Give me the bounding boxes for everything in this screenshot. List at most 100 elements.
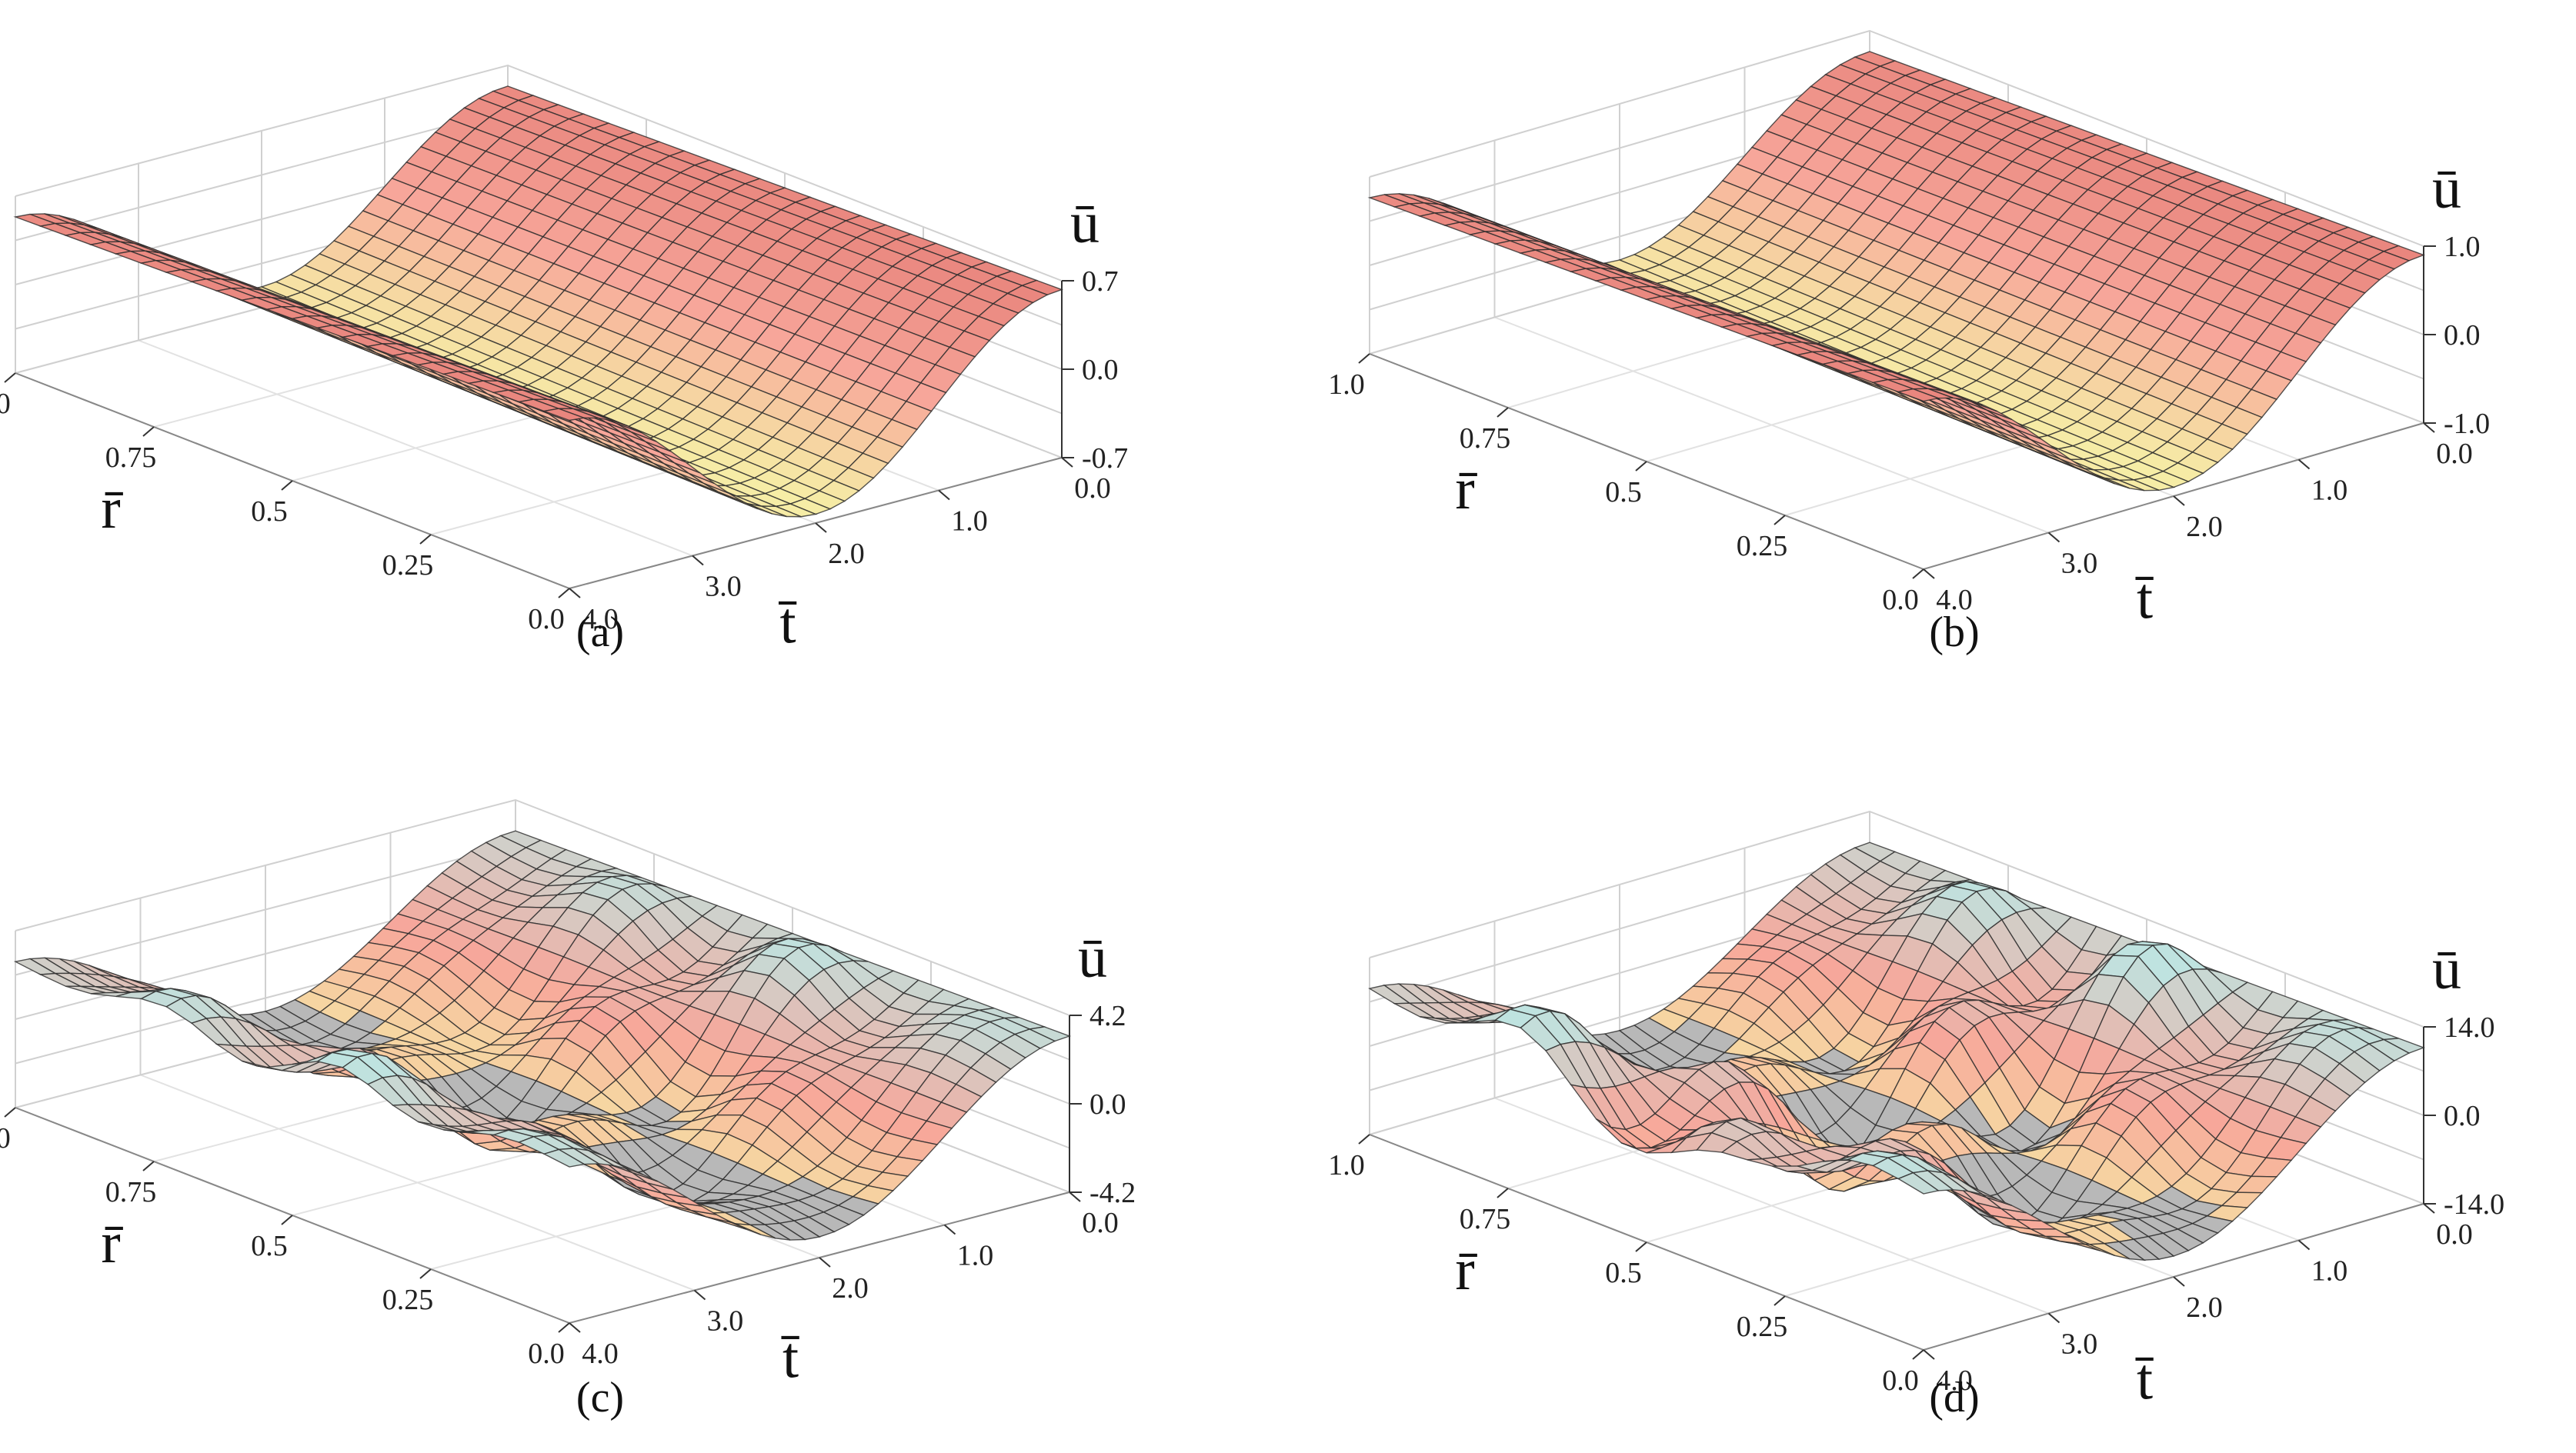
z-tick-label: 0.0 <box>2444 1100 2481 1132</box>
t-axis-label: t̄ <box>779 592 797 656</box>
r-tick-label: 0.25 <box>1737 1311 1788 1343</box>
t-tick-label: 0.0 <box>1082 1207 1119 1239</box>
t-tick-label: 0.0 <box>2436 438 2473 470</box>
panel-b: 1.00.750.50.250.00.01.02.03.04.01.00.0-1… <box>1328 29 2490 656</box>
panel-c: 1.00.750.50.250.00.01.02.03.04.04.20.0-4… <box>0 798 1136 1421</box>
z-tick-label: 0.0 <box>2444 319 2481 352</box>
t-tick-mark <box>819 1257 831 1268</box>
r-tick-label: 0.75 <box>105 442 157 474</box>
t-tick-label: 4.0 <box>1936 1365 1973 1397</box>
z-axis-label: ū <box>1070 191 1099 255</box>
surface-mesh <box>1367 51 2425 492</box>
r-tick-mark <box>1497 407 1509 418</box>
panel-caption: (d) <box>1929 1374 1979 1421</box>
z-tick-label: -4.2 <box>1089 1177 1136 1209</box>
t-tick-mark <box>692 555 704 566</box>
z-tick-label: 4.2 <box>1089 1000 1126 1032</box>
t-axis-label: t̄ <box>2135 567 2154 632</box>
t-tick-mark <box>815 522 827 533</box>
r-tick-mark <box>142 426 155 437</box>
t-tick-label: 2.0 <box>828 538 865 570</box>
r-tick-mark <box>281 1215 293 1225</box>
t-tick-label: 3.0 <box>2061 1328 2098 1361</box>
r-tick-mark <box>1635 461 1647 472</box>
t-tick-mark <box>693 1289 706 1301</box>
t-axis-label: t̄ <box>781 1326 799 1391</box>
r-tick-mark <box>142 1161 155 1171</box>
r-tick-label: 0.5 <box>1605 1257 1642 1289</box>
t-tick-label: 1.0 <box>951 505 988 538</box>
t-tick-label: 4.0 <box>1936 584 1973 616</box>
r-tick-label: 1.0 <box>1328 1149 1365 1181</box>
t-tick-label: 2.0 <box>2186 511 2223 543</box>
r-tick-label: 0.5 <box>251 495 288 528</box>
r-tick-mark <box>1774 515 1786 525</box>
z-tick-label: 14.0 <box>2444 1011 2495 1044</box>
surface-mesh <box>13 85 1064 518</box>
z-tick-label: -0.7 <box>1082 442 1128 475</box>
t-tick-mark <box>1061 457 1073 468</box>
r-tick-label: 0.0 <box>1882 1365 1919 1397</box>
r-tick-mark <box>1358 353 1370 364</box>
r-tick-label: 0.5 <box>1605 476 1642 508</box>
z-tick-label: -1.0 <box>2444 408 2490 440</box>
t-tick-label: 4.0 <box>582 1338 619 1370</box>
t-tick-label: 3.0 <box>707 1305 744 1338</box>
t-tick-label: 2.0 <box>2186 1291 2223 1324</box>
r-tick-label: 0.75 <box>105 1176 157 1208</box>
t-tick-label: 3.0 <box>2061 548 2098 580</box>
r-tick-label: 0.75 <box>1460 1203 1511 1235</box>
z-axis-label: ū <box>2432 156 2461 221</box>
t-axis-label: t̄ <box>2135 1348 2154 1412</box>
r-tick-mark <box>4 372 16 383</box>
z-tick-label: 0.0 <box>1082 354 1119 386</box>
r-tick-label: 0.25 <box>382 1284 434 1316</box>
r-tick-mark <box>419 534 432 545</box>
t-tick-mark <box>569 1322 581 1333</box>
r-tick-mark <box>1497 1188 1509 1198</box>
panel-caption: (a) <box>576 608 624 656</box>
r-tick-mark <box>1774 1295 1786 1306</box>
r-tick-label: 0.5 <box>251 1230 288 1262</box>
t-tick-mark <box>1069 1191 1081 1202</box>
r-tick-label: 0.25 <box>1737 530 1788 562</box>
z-tick-label: 0.7 <box>1082 265 1119 298</box>
r-tick-label: 0.25 <box>382 549 434 582</box>
r-tick-mark <box>419 1268 432 1279</box>
t-tick-mark <box>2423 1203 2435 1214</box>
panel-a: 1.00.750.50.250.00.01.02.03.04.00.70.0-0… <box>0 64 1128 656</box>
r-axis-label: r̄ <box>101 476 123 541</box>
t-tick-mark <box>2423 422 2435 433</box>
panel-caption: (c) <box>576 1374 624 1421</box>
z-tick-label: 0.0 <box>1089 1088 1126 1121</box>
z-tick-label: 1.0 <box>2444 231 2481 263</box>
t-tick-label: 4.0 <box>582 603 619 635</box>
surface-mesh <box>1368 841 2426 1261</box>
t-tick-mark <box>943 1224 956 1235</box>
r-tick-mark <box>1635 1241 1647 1252</box>
r-tick-label: 1.0 <box>0 1122 11 1155</box>
r-tick-mark <box>558 1322 570 1333</box>
r-tick-label: 1.0 <box>0 388 11 420</box>
t-tick-mark <box>2047 532 2060 543</box>
r-tick-label: 0.75 <box>1460 422 1511 455</box>
t-tick-mark <box>1923 568 1935 579</box>
z-tick-label: -14.0 <box>2444 1188 2504 1221</box>
r-tick-mark <box>1358 1134 1370 1145</box>
r-axis-label: r̄ <box>1455 457 1477 522</box>
t-tick-mark <box>2297 1239 2311 1251</box>
r-tick-mark <box>1912 1349 1924 1360</box>
t-tick-label: 2.0 <box>832 1272 869 1305</box>
r-axis-label: r̄ <box>1455 1238 1477 1302</box>
r-tick-label: 0.0 <box>528 1338 565 1370</box>
t-tick-label: 1.0 <box>2311 1255 2348 1288</box>
t-tick-label: 1.0 <box>2311 475 2348 507</box>
t-tick-mark <box>2047 1312 2060 1324</box>
r-tick-label: 1.0 <box>1328 368 1365 401</box>
z-axis-label: ū <box>2432 937 2461 1001</box>
z-axis-label: ū <box>1078 925 1107 990</box>
r-tick-label: 0.0 <box>1882 584 1919 616</box>
r-tick-mark <box>281 480 293 491</box>
t-tick-mark <box>2173 495 2185 506</box>
